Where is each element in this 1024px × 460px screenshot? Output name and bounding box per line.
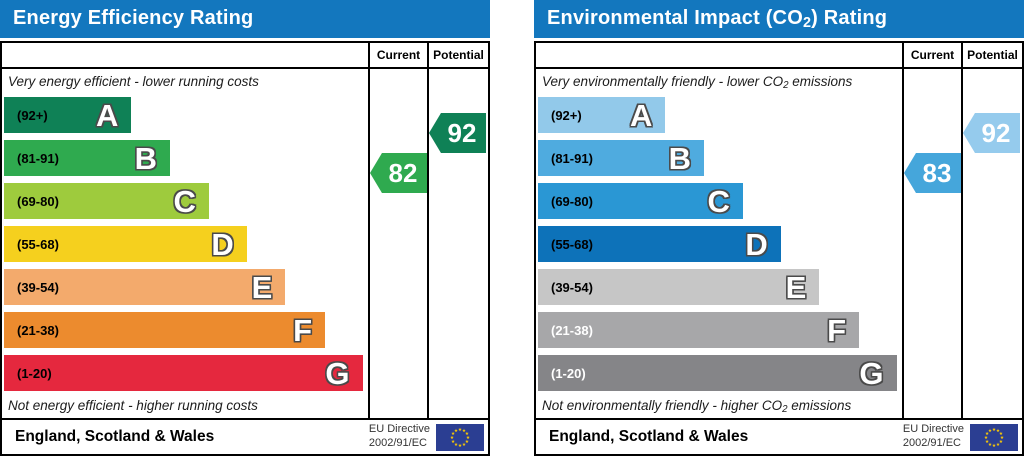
band-row-c: (69-80) C	[538, 183, 743, 220]
band-range-label: (55-68)	[17, 236, 59, 252]
band-letter: B	[668, 140, 691, 176]
band-range-label: (81-91)	[17, 150, 59, 166]
band-row-b: (81-91) B	[538, 140, 704, 177]
energy-efficiency-chart: Energy Efficiency Rating Current Potenti…	[0, 0, 490, 460]
region-label: England, Scotland & Wales	[15, 428, 215, 445]
band-range-label: (69-80)	[551, 193, 593, 209]
eu-directive-label: EU Directive 2002/91/EC	[902, 423, 964, 449]
current-column: 83	[902, 69, 961, 418]
band-range-label: (1-20)	[551, 365, 586, 381]
band-letter: G	[859, 355, 884, 391]
band-row-g: (1-20) G	[4, 355, 363, 392]
band-area: Very environmentally friendly - lower CO…	[536, 69, 902, 418]
band-letter: C	[707, 183, 730, 219]
current-column-header: Current	[368, 43, 427, 67]
current-column-header: Current	[902, 43, 961, 67]
band-letter: F	[293, 312, 313, 348]
band-letter: D	[745, 226, 768, 262]
band-row-f: (21-38) F	[4, 312, 326, 349]
band-letter: A	[630, 97, 653, 133]
region-label: England, Scotland & Wales	[549, 428, 749, 445]
rating-table: Current Potential Very environmentally f…	[534, 41, 1024, 420]
chart-footer: England, Scotland & Wales EU Directive 20…	[534, 418, 1024, 456]
band-letter: E	[785, 269, 807, 305]
chart-title: Environmental Impact (CO2) Rating	[547, 6, 888, 32]
bottom-caption: Not energy efficient - higher running co…	[8, 398, 258, 414]
band-range-label: (1-20)	[17, 365, 52, 381]
band-row-g: (1-20) G	[538, 355, 897, 392]
band-range-label: (69-80)	[17, 193, 59, 209]
band-row-a: (92+) A	[4, 97, 132, 134]
chart-footer: England, Scotland & Wales EU Directive 20…	[0, 418, 490, 456]
band-range-label: (92+)	[17, 107, 48, 123]
band-range-label: (39-54)	[551, 279, 593, 295]
band-row-d: (55-68) D	[4, 226, 247, 263]
band-letter: F	[827, 312, 847, 348]
band-letter: E	[251, 269, 273, 305]
table-header-row: Current Potential	[2, 43, 488, 69]
band-row-c: (69-80) C	[4, 183, 209, 220]
band-range-label: (81-91)	[551, 150, 593, 166]
current-column: 82	[368, 69, 427, 418]
current-rating-arrow: 83	[904, 153, 961, 193]
environmental-impact-chart: Environmental Impact (CO2) Rating Curren…	[534, 0, 1024, 460]
potential-column-header: Potential	[961, 43, 1022, 67]
band-letter: D	[211, 226, 234, 262]
potential-column: 92	[427, 69, 488, 418]
eu-flag	[970, 423, 1018, 451]
band-range-label: (55-68)	[551, 236, 593, 252]
table-body: Very environmentally friendly - lower CO…	[536, 69, 1022, 418]
band-range-label: (21-38)	[17, 322, 59, 338]
table-header-row: Current Potential	[536, 43, 1022, 69]
band-row-a: (92+) A	[538, 97, 666, 134]
chart-title-bar: Energy Efficiency Rating	[0, 0, 490, 38]
potential-rating-arrow: 92	[963, 113, 1020, 153]
top-caption: Very environmentally friendly - lower CO…	[542, 74, 853, 92]
eu-flag	[436, 423, 484, 451]
band-range-label: (39-54)	[17, 279, 59, 295]
band-row-b: (81-91) B	[4, 140, 170, 177]
bottom-caption: Not environmentally friendly - higher CO…	[542, 398, 852, 416]
eu-directive-label: EU Directive 2002/91/EC	[368, 423, 430, 449]
rating-table: Current Potential Very energy efficient …	[0, 41, 490, 420]
band-row-e: (39-54) E	[538, 269, 820, 306]
potential-column-header: Potential	[427, 43, 488, 67]
band-letter: A	[96, 97, 119, 133]
top-caption: Very energy efficient - lower running co…	[8, 74, 259, 89]
chart-title-bar: Environmental Impact (CO2) Rating	[534, 0, 1024, 38]
band-letter: C	[173, 183, 196, 219]
band-row-f: (21-38) F	[538, 312, 860, 349]
potential-rating-arrow: 92	[429, 113, 486, 153]
band-letter: G	[325, 355, 350, 391]
band-range-label: (92+)	[551, 107, 582, 123]
band-area: Very energy efficient - lower running co…	[2, 69, 368, 418]
band-row-e: (39-54) E	[4, 269, 286, 306]
band-column-header	[536, 43, 902, 67]
table-body: Very energy efficient - lower running co…	[2, 69, 488, 418]
band-letter: B	[134, 140, 157, 176]
band-column-header	[2, 43, 368, 67]
current-rating-arrow: 82	[370, 153, 427, 193]
band-row-d: (55-68) D	[538, 226, 781, 263]
chart-title: Energy Efficiency Rating	[13, 6, 254, 29]
potential-column: 92	[961, 69, 1022, 418]
band-range-label: (21-38)	[551, 322, 593, 338]
